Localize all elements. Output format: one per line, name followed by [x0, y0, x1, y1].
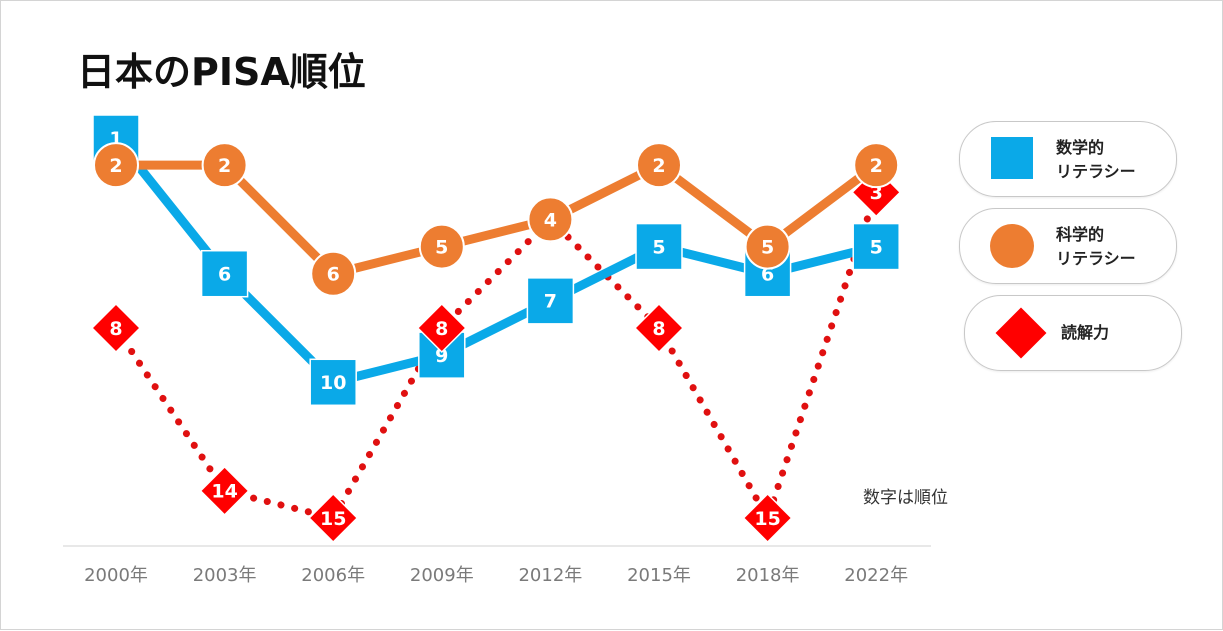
math-square-marker: [635, 222, 683, 271]
x-tick-label: 2012年: [518, 565, 582, 586]
data-label: 2: [218, 155, 231, 177]
x-tick-label: 2015年: [627, 565, 691, 586]
data-label: 2: [652, 155, 665, 177]
science-circle-marker: [853, 142, 900, 189]
legend-item-science: 科学的 リテラシー: [959, 208, 1177, 284]
x-tick-label: 2000年: [84, 565, 148, 586]
legend-label-reading: 読解力: [1061, 323, 1110, 342]
legend-circle-marker: [990, 224, 1034, 268]
data-label: 8: [652, 318, 665, 340]
data-label: 15: [320, 508, 346, 530]
data-label: 8: [435, 318, 448, 340]
legend-diamond-marker: [995, 307, 1047, 359]
reading-diamond-marker: [742, 492, 793, 544]
data-label: 4: [544, 209, 557, 231]
data-label: 10: [320, 372, 346, 394]
legend-label-math: 数学的 リテラシー: [1056, 138, 1136, 181]
science-circle-marker: [310, 250, 357, 297]
x-tick-label: 2009年: [410, 565, 474, 586]
legend-item-reading: 読解力: [964, 295, 1182, 371]
data-label: 6: [218, 264, 231, 286]
data-label: 6: [327, 264, 340, 286]
data-label: 8: [109, 318, 122, 340]
data-label: 14: [211, 481, 237, 503]
rank-note: 数字は順位: [863, 488, 948, 508]
data-label: 5: [652, 236, 665, 258]
math-square-marker: [309, 358, 357, 407]
data-label: 5: [761, 236, 774, 258]
legend-square-marker: [991, 137, 1033, 179]
data-label: 7: [544, 291, 557, 313]
science-circle-marker: [93, 142, 139, 189]
chart-title: 日本のPISA順位: [77, 50, 366, 94]
x-tick-label: 2018年: [736, 565, 800, 586]
x-tick-label: 2003年: [193, 565, 257, 586]
math-square-marker: [526, 277, 575, 325]
reading-diamond-marker: [308, 492, 359, 544]
legend-label-science: 科学的 リテラシー: [1056, 225, 1136, 268]
data-label: 5: [870, 236, 883, 258]
science-circle-marker: [636, 142, 682, 189]
legend-item-math: 数学的 リテラシー: [959, 121, 1177, 197]
data-label: 9: [435, 345, 448, 367]
math-square-marker: [418, 331, 466, 379]
reading-diamond-marker: [199, 465, 250, 516]
math-square-marker: [852, 222, 900, 271]
math-square-marker: [200, 249, 249, 298]
data-label: 15: [754, 508, 780, 530]
science-circle-marker: [744, 223, 791, 270]
science-circle-marker: [527, 196, 574, 243]
reading-diamond-marker: [416, 302, 467, 354]
reading-diamond-marker: [90, 302, 142, 354]
science-circle-marker: [201, 142, 248, 189]
x-tick-label: 2006年: [301, 565, 365, 586]
science-circle-marker: [418, 223, 465, 270]
data-label: 5: [435, 236, 448, 258]
reading-diamond-marker: [633, 302, 685, 354]
x-tick-label: 2022年: [844, 565, 908, 586]
data-label: 2: [109, 155, 122, 177]
data-label: 2: [870, 155, 883, 177]
